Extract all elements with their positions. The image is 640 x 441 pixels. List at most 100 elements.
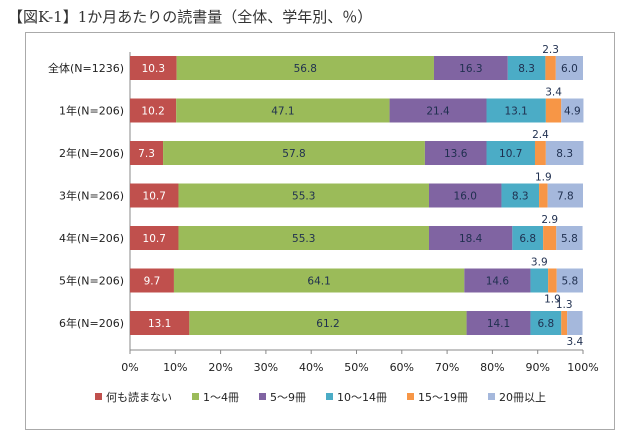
category-label: 1年(N=206) [59, 104, 124, 118]
data-label: 61.2 [316, 318, 339, 330]
legend-label: 何も読まない [106, 390, 172, 404]
x-tick-label: 70% [435, 361, 459, 374]
x-tick-label: 90% [525, 361, 549, 374]
data-label: 3.4 [566, 336, 583, 348]
x-tick-label: 50% [344, 361, 368, 374]
x-tick-label: 60% [390, 361, 414, 374]
bar-segment [428, 183, 502, 208]
chart-title: 【図K-1】1か月あたりの読書量（全体、学年別、％） [8, 8, 373, 26]
data-label: 64.1 [307, 276, 330, 288]
data-label: 10.7 [143, 191, 166, 203]
bar-segment [424, 141, 487, 165]
data-label: 13.1 [504, 106, 527, 118]
bar-segment [534, 141, 546, 165]
data-label: 3.9 [531, 257, 548, 269]
legend-swatch [488, 393, 495, 400]
bar-segment [486, 98, 546, 123]
bar-segment [530, 311, 562, 335]
category-label: 5年(N=206) [59, 274, 124, 288]
data-label: 8.3 [518, 63, 535, 75]
x-tick-label: 10% [163, 361, 187, 374]
bar-segment [428, 226, 513, 250]
data-label: 55.3 [292, 233, 315, 245]
bar-segment [433, 56, 508, 80]
data-label: 10.7 [499, 148, 522, 160]
data-label: 7.3 [138, 148, 155, 160]
data-label: 16.0 [454, 191, 477, 203]
data-label: 13.1 [148, 318, 171, 330]
bar-segment [567, 311, 583, 335]
data-label: 5.8 [562, 276, 579, 288]
data-label: 14.1 [487, 318, 510, 330]
legend-label: 10～14冊 [337, 391, 387, 404]
x-tick-label: 100% [567, 361, 598, 374]
bar-segment [189, 311, 467, 335]
data-label: 56.8 [294, 63, 317, 75]
bar-segment [545, 141, 584, 165]
legend-swatch [95, 393, 102, 400]
bar-segment [547, 183, 583, 208]
data-label: 8.3 [556, 148, 573, 160]
data-label: 21.4 [426, 106, 450, 118]
bar-segment [512, 226, 544, 250]
data-label: 16.3 [459, 63, 482, 75]
bar-segment [556, 226, 583, 250]
x-tick-label: 30% [254, 361, 278, 374]
bar-segment [130, 226, 179, 250]
bar-segment [130, 141, 164, 165]
data-label: 6.8 [519, 233, 536, 245]
bar-segment [561, 98, 584, 123]
data-label: 55.3 [292, 191, 315, 203]
data-label: 14.6 [486, 276, 510, 288]
data-label: 6.0 [561, 63, 578, 75]
category-label: 4年(N=206) [59, 231, 124, 245]
category-label: 全体(N=1236) [48, 61, 124, 75]
bar-segment [543, 226, 557, 250]
data-label: 10.2 [141, 106, 164, 118]
bar-segment [178, 226, 429, 250]
data-label: 10.3 [142, 63, 165, 75]
bar-segment [501, 183, 540, 208]
data-label: 5.8 [561, 233, 578, 245]
bar-segment [464, 268, 531, 293]
bar-segment [530, 268, 549, 293]
bar-segment [130, 311, 190, 335]
data-label: 7.8 [557, 191, 574, 203]
x-tick-label: 40% [299, 361, 323, 374]
data-label: 1.3 [556, 299, 573, 311]
bar-segment [507, 56, 546, 80]
data-label: 6.8 [538, 318, 555, 330]
bar-segment [130, 268, 174, 293]
bar-segment [130, 98, 177, 123]
bar-segment [539, 183, 548, 208]
data-label: 57.8 [282, 148, 305, 160]
bar-segment [163, 141, 425, 165]
bar-segment [548, 268, 557, 293]
bar-segment [173, 268, 465, 293]
data-label: 18.4 [459, 233, 483, 245]
bar-segment [130, 56, 177, 80]
data-label: 2.9 [541, 214, 558, 226]
category-label: 6年(N=206) [59, 316, 124, 330]
legend-swatch [259, 393, 266, 400]
legend-swatch [326, 393, 333, 400]
chart-frame [25, 32, 615, 430]
bar-segment [561, 311, 568, 335]
legend-label: 20冊以上 [499, 391, 546, 404]
legend-swatch [192, 393, 199, 400]
data-label: 1.9 [535, 172, 552, 184]
data-label: 13.6 [444, 148, 468, 160]
bar-segment [545, 98, 562, 123]
data-label: 1.9 [544, 294, 561, 306]
bar-segment [389, 98, 487, 123]
bar-segment [545, 56, 556, 80]
legend-label: 5～9冊 [270, 391, 306, 404]
bar-segment [486, 141, 535, 165]
bar-segment [555, 56, 583, 80]
legend-swatch [407, 393, 414, 400]
data-label: 2.4 [532, 129, 549, 141]
data-label: 10.7 [143, 233, 166, 245]
data-label: 47.1 [271, 106, 294, 118]
legend-label: 1～4冊 [203, 391, 239, 404]
